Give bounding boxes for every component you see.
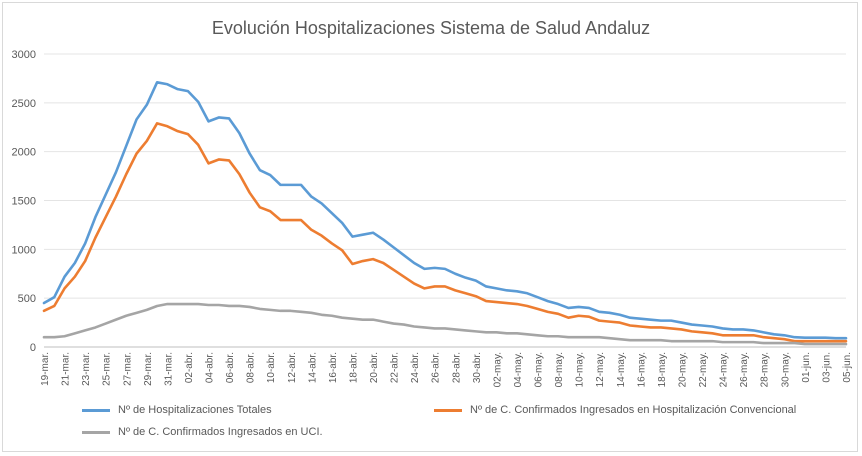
x-tick-label: 21-mar.: [61, 352, 72, 386]
x-tick-label: 02-may.: [492, 352, 503, 387]
x-tick-label: 04-may.: [513, 352, 524, 387]
x-tick-label: 08-abr.: [246, 352, 257, 383]
x-tick-label: 22-may.: [698, 352, 709, 387]
x-tick-label: 04-abr.: [205, 352, 216, 383]
x-tick-label: 12-abr.: [287, 352, 298, 383]
x-tick-label: 29-mar.: [143, 352, 154, 386]
series-line-0: [42, 81, 848, 340]
gridlines: [44, 53, 846, 348]
x-tick-label: 25-mar.: [102, 352, 113, 386]
x-tick-label: 14-abr.: [307, 352, 318, 383]
x-tick-label: 06-abr.: [225, 352, 236, 383]
x-axis-tick-labels: 19-mar. 21-mar. 23-mar. 25-mar. 27-mar. 29-ma…: [40, 352, 853, 387]
chart-title: Evolución Hospitalizaciones Sistema de S…: [211, 18, 651, 38]
x-tick-label: 23-mar.: [81, 352, 92, 386]
x-tick-label: 01-jun.: [801, 352, 812, 383]
series-line-2: [42, 302, 848, 346]
x-tick-label: 06-may.: [534, 352, 545, 387]
x-tick-label: 30-abr.: [472, 352, 483, 383]
x-tick-label: 31-mar.: [163, 352, 174, 386]
x-tick-label: 28-may.: [760, 352, 771, 387]
series-lines: [42, 81, 848, 346]
x-tick-label: 24-abr.: [410, 352, 421, 383]
x-tick-label: 03-jun.: [821, 352, 832, 383]
chart-frame: [2, 2, 858, 452]
x-tick-label: 27-mar.: [122, 352, 133, 386]
y-tick-label: 3000: [12, 49, 36, 61]
x-tick-label: 14-may.: [616, 352, 627, 387]
x-tick-label: 10-may.: [575, 352, 586, 387]
y-tick-label: 500: [18, 293, 36, 305]
x-tick-label: 16-may.: [636, 352, 647, 387]
y-tick-label: 2000: [12, 147, 36, 159]
x-tick-label: 28-abr.: [451, 352, 462, 383]
x-tick-label: 18-abr.: [348, 352, 359, 383]
x-tick-label: 05-jun.: [842, 352, 853, 383]
y-tick-label: 1000: [12, 244, 36, 256]
y-tick-label: 2500: [12, 98, 36, 110]
x-tick-label: 30-may.: [780, 352, 791, 387]
x-tick-label: 10-abr.: [266, 352, 277, 383]
x-tick-label: 12-may.: [595, 352, 606, 387]
x-tick-label: 20-may.: [677, 352, 688, 387]
y-tick-label: 1500: [12, 196, 36, 208]
y-tick-label: 0: [30, 342, 36, 354]
series-line-1: [42, 122, 848, 343]
x-tick-label: 16-abr.: [328, 352, 339, 383]
y-axis-tick-labels: 0 500 1000 1500 2000 2500 3000: [12, 49, 36, 354]
x-tick-label: 19-mar.: [40, 352, 51, 386]
x-tick-label: 26-may.: [739, 352, 750, 387]
x-tick-label: 20-abr.: [369, 352, 380, 383]
x-tick-label: 08-may.: [554, 352, 565, 387]
x-tick-label: 22-abr.: [390, 352, 401, 383]
x-tick-label: 18-may.: [657, 352, 668, 387]
x-tick-label: 24-may.: [719, 352, 730, 387]
x-tick-label: 02-abr.: [184, 352, 195, 383]
x-tick-label: 26-abr.: [431, 352, 442, 383]
